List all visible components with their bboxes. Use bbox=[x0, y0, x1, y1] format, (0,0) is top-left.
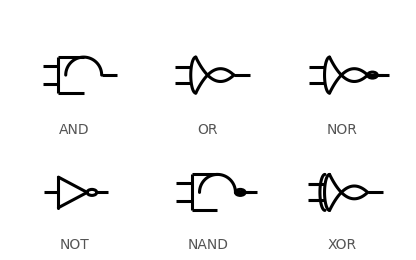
Text: OR: OR bbox=[198, 123, 218, 137]
Text: NAND: NAND bbox=[188, 238, 228, 252]
Text: XOR: XOR bbox=[327, 238, 357, 252]
Text: AND: AND bbox=[59, 123, 89, 137]
Text: NOT: NOT bbox=[59, 238, 89, 252]
Text: NOR: NOR bbox=[326, 123, 357, 137]
